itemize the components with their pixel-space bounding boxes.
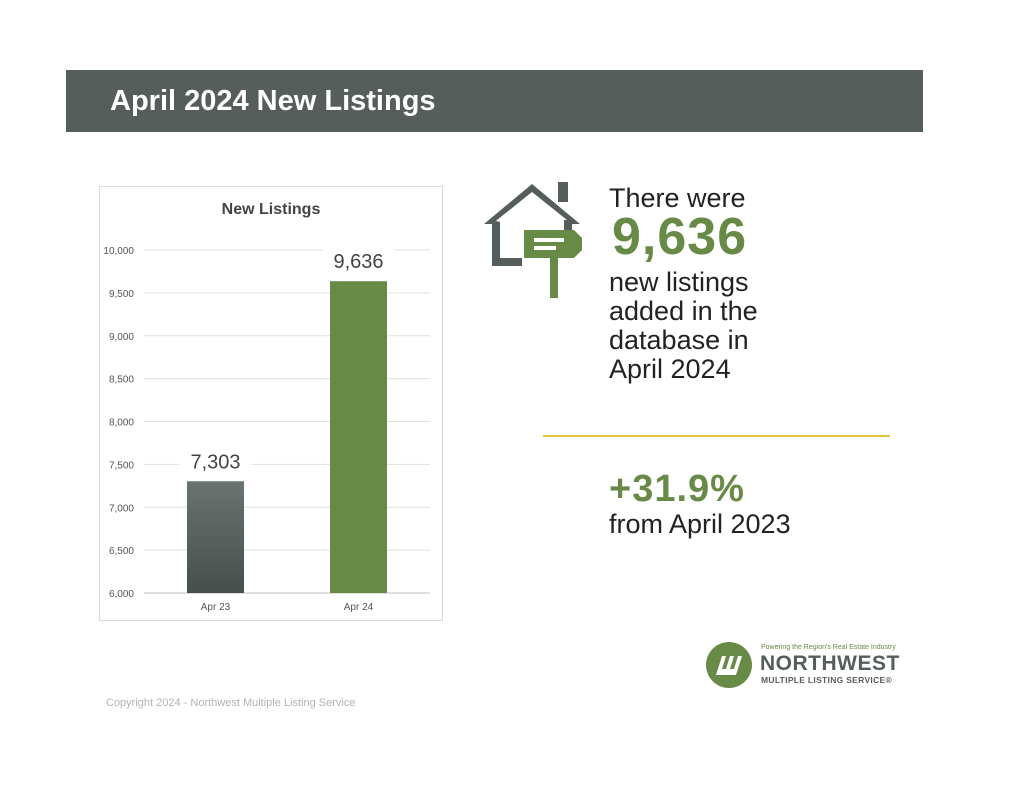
percent-change-label: from April 2023 — [609, 509, 791, 539]
y-tick-label: 6,500 — [109, 546, 134, 557]
summary-line: added in the — [609, 296, 758, 326]
summary-line: new listings — [609, 267, 749, 297]
nwmls-logo: Powering the Region's Real Estate Indust… — [706, 640, 906, 690]
section-divider — [543, 435, 890, 437]
chart-canvas: New Listings 6,000 6,500 7,000 7,500 8,000 8,5… — [103, 201, 430, 613]
logo-tagline: Powering the Region's Real Estate Indust… — [761, 644, 896, 651]
y-tick-label: 8,000 — [109, 418, 134, 429]
logo-subname: MULTIPLE LISTING SERVICE® — [761, 675, 893, 685]
y-tick-label: 7,500 — [109, 460, 134, 471]
house-signpost-icon — [484, 182, 582, 298]
copyright-text: Copyright 2024 - Northwest Multiple List… — [106, 697, 356, 709]
bar — [330, 281, 387, 593]
data-label-background — [179, 447, 252, 474]
x-tick-label: Apr 23 — [201, 602, 231, 613]
logo-emblem-icon — [706, 642, 752, 688]
x-tick-label: Apr 24 — [344, 602, 374, 613]
percent-change: +31.9% — [609, 468, 745, 510]
data-label-background — [322, 247, 395, 274]
data-label: 7,303 — [190, 451, 240, 473]
bar — [187, 481, 244, 593]
new-listings-chart: New Listings 6,000 6,500 7,000 7,500 8,000 8,5… — [99, 186, 443, 621]
chart-title: New Listings — [222, 201, 321, 218]
y-tick-label: 9,000 — [109, 332, 134, 343]
summary-description: new listings added in the database in Ap… — [609, 268, 758, 384]
logo-name: NORTHWEST — [760, 652, 900, 675]
y-tick-label: 7,000 — [109, 503, 134, 514]
summary-line: April 2024 — [609, 354, 731, 384]
title-banner: April 2024 New Listings — [66, 70, 923, 132]
summary-line: database in — [609, 325, 749, 355]
summary-lead-text: There were — [609, 183, 746, 213]
y-tick-label: 9,500 — [109, 289, 134, 300]
data-label: 9,636 — [333, 251, 383, 273]
listing-count: 9,636 — [612, 208, 748, 266]
page-title: April 2024 New Listings — [110, 85, 436, 117]
y-tick-label: 8,500 — [109, 375, 134, 386]
y-tick-label: 6,000 — [109, 589, 134, 600]
y-tick-label: 10,000 — [103, 246, 134, 257]
